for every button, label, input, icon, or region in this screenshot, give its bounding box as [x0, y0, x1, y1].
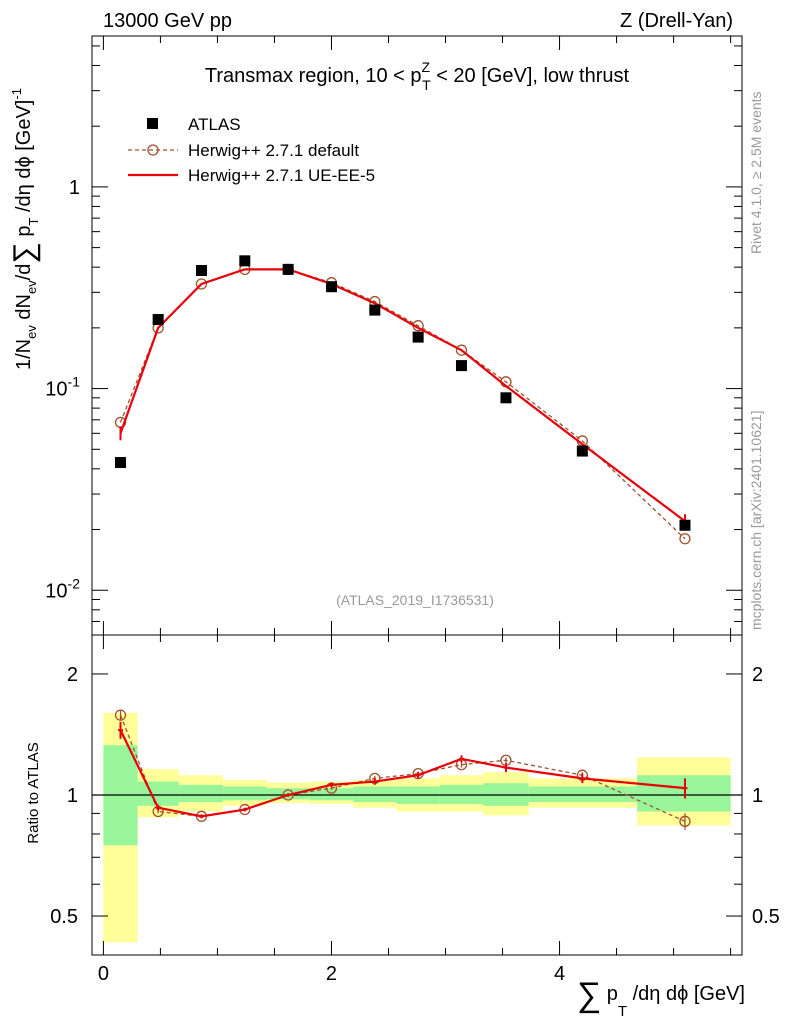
- legend-label-ueee5: Herwig++ 2.7.1 UE-EE-5: [188, 166, 375, 185]
- y-tick-label-base: 10: [45, 379, 67, 401]
- point-atlas: [282, 263, 294, 275]
- y-tick-label-exp: -1: [68, 374, 81, 390]
- y-label-sigma: ∑: [8, 242, 41, 263]
- y-tick-label: 10-1: [45, 374, 80, 401]
- axis-ticks: 0 2 410-210-110.5 0.51 12 2: [45, 36, 780, 985]
- point-default: [679, 533, 691, 545]
- x-tick-label: 0: [98, 963, 109, 985]
- point-default: [455, 344, 468, 356]
- ratio-bands: [92, 712, 742, 943]
- y-tick-label: 10-2: [45, 575, 80, 602]
- analysis-id: (ATLAS_2019_I1736531): [336, 592, 494, 608]
- ratio-band-stat: [353, 786, 397, 803]
- ratio-tick-label-right: 1: [752, 785, 763, 807]
- ratio-point-default: [282, 789, 294, 801]
- ratio-line-ueee5: [119, 729, 686, 818]
- plot-title: Transmax region, 10 < pZ T < 20 [GeV], lo…: [205, 59, 630, 93]
- point-atlas: [455, 360, 467, 372]
- ratio-band-stat: [528, 786, 638, 803]
- point-atlas: [325, 281, 337, 293]
- series-line-default: [119, 268, 686, 540]
- ratio-band-stat: [637, 775, 731, 812]
- ratio-series: [114, 709, 691, 830]
- point-atlas: [679, 519, 691, 531]
- y-tick-label: 1: [69, 177, 80, 199]
- legend-label-atlas: ATLAS: [188, 115, 241, 134]
- x-tick-label: 4: [554, 963, 565, 985]
- point-default: [195, 278, 208, 290]
- x-tick-label: 2: [326, 963, 337, 985]
- ratio-tick-label-right: 2: [752, 664, 763, 686]
- x-axis-label: ∑ pT /dη dϕ [GeV]: [577, 976, 745, 1020]
- ratio-band-stat: [439, 784, 484, 804]
- y-label-part-5: /dη dϕ [GeV]: [13, 100, 35, 218]
- plot-title-part-1: Transmax region, 10 < p: [205, 65, 422, 87]
- point-atlas: [152, 314, 164, 326]
- ratio-point-default: [679, 815, 691, 827]
- ratio-band-stat: [309, 788, 354, 801]
- y-label-sub-t: T: [26, 218, 41, 226]
- y-label-part-3: /d: [13, 264, 35, 281]
- y-label-part-2: dN: [13, 294, 35, 325]
- ratio-tick-label-left: 1: [67, 785, 78, 807]
- y-label-sup: -1: [9, 88, 24, 100]
- ratio-tick-label-right: 0.5: [752, 906, 780, 928]
- y-tick-label-exp: -2: [68, 575, 81, 591]
- plot-title-part-2: < 20 [GeV], low thrust: [431, 65, 630, 87]
- ratio-band-stat: [178, 784, 224, 803]
- point-atlas: [115, 456, 127, 468]
- mcplots-label: mcplots.cern.ch [arXiv:2401.10621]: [748, 411, 764, 630]
- point-atlas: [500, 392, 512, 404]
- point-atlas: [369, 304, 381, 316]
- x-label-rest: /dη dϕ [GeV]: [627, 983, 745, 1005]
- legend-marker-atlas: [147, 118, 158, 129]
- y-label-part-4: p: [13, 226, 35, 243]
- legend-marker-default: [147, 144, 159, 156]
- y-label-sub-ev2: ev: [24, 280, 39, 294]
- point-atlas: [195, 265, 207, 276]
- point-atlas: [576, 445, 588, 457]
- ratio-y-axis-label: Ratio to ATLAS: [25, 742, 42, 843]
- ratio-band-stat: [223, 786, 267, 801]
- x-label-sigma: ∑: [577, 976, 601, 1014]
- y-label-part-1: 1/N: [13, 339, 35, 370]
- ratio-point-default: [114, 709, 127, 721]
- legend: ATLAS Herwig++ 2.7.1 default Herwig++ 2.…: [128, 115, 375, 185]
- x-label-p: p: [601, 983, 618, 1005]
- rivet-label: Rivet 4.1.0, ≥ 2.5M events: [748, 91, 764, 254]
- process-label: Z (Drell-Yan): [620, 10, 733, 32]
- series-line-ueee5: [119, 268, 686, 523]
- energy-label: 13000 GeV pp: [103, 10, 232, 32]
- ratio-band-stat: [137, 781, 179, 806]
- x-label-sub-t: T: [618, 1003, 627, 1020]
- plot-title-sup: Z: [422, 59, 431, 75]
- legend-label-default: Herwig++ 2.7.1 default: [188, 141, 359, 160]
- y-tick-label-base: 10: [45, 580, 67, 602]
- y-axis-label: 1/Nev dNev/d∑ pT /dη dϕ [GeV]-1: [8, 88, 41, 370]
- plot-title-sub: T: [422, 77, 431, 93]
- point-atlas: [412, 331, 424, 343]
- point-atlas: [239, 255, 251, 267]
- ratio-tick-label-left: 2: [67, 664, 78, 686]
- main-series: [114, 255, 691, 545]
- y-label-sub-ev1: ev: [24, 325, 39, 339]
- ratio-tick-label-left: 0.5: [50, 906, 78, 928]
